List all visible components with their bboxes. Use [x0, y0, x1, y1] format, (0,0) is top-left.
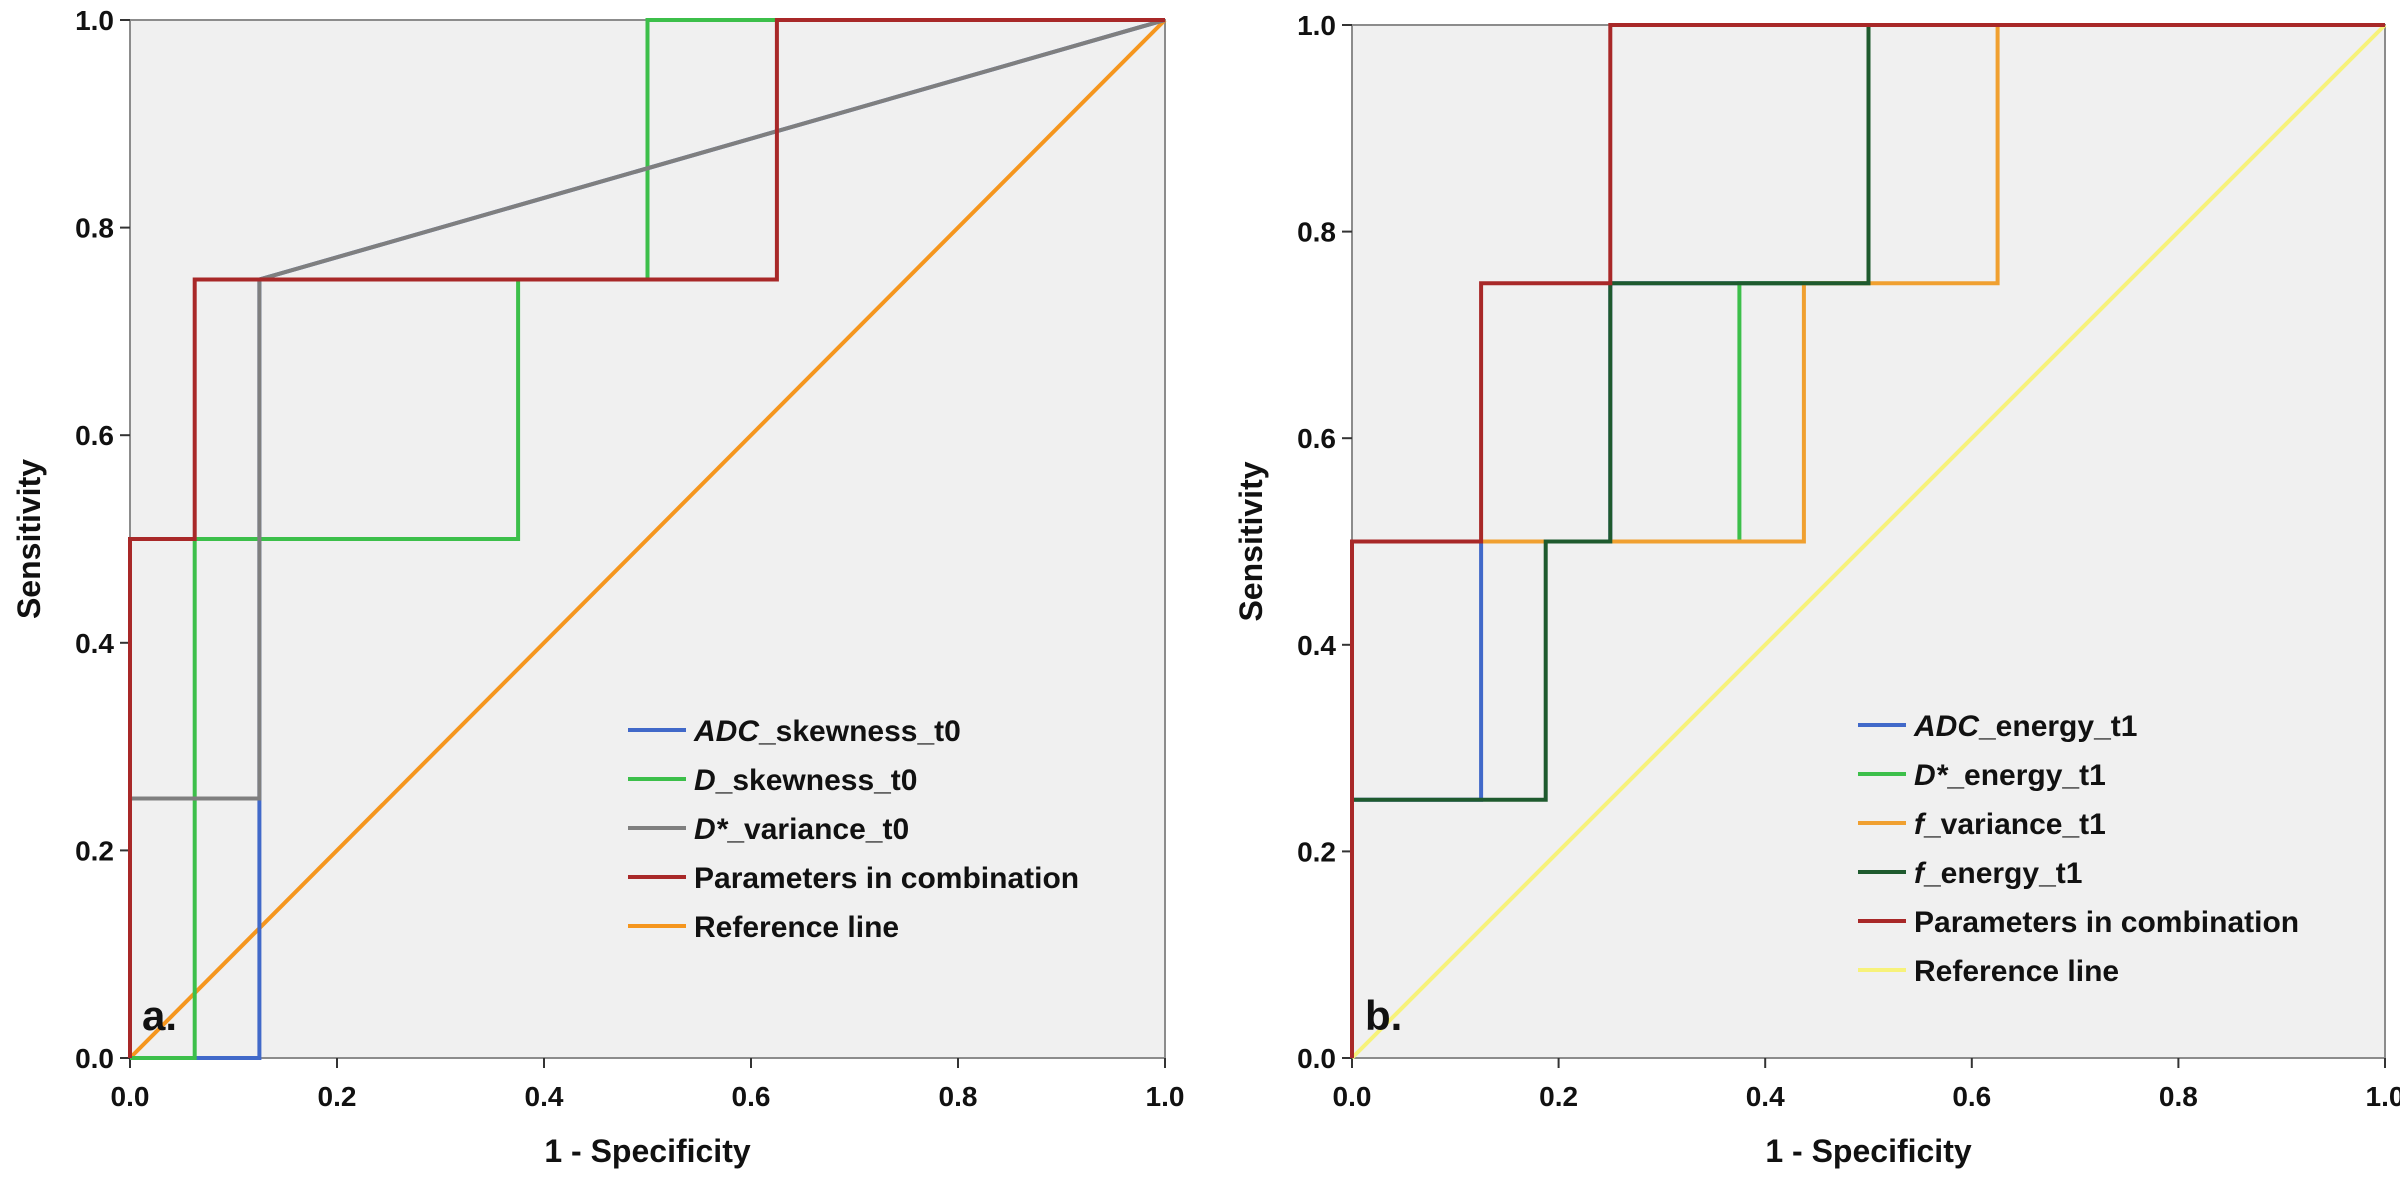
x-tick-label: 0.0	[111, 1081, 150, 1112]
x-tick-label: 0.8	[2159, 1081, 2198, 1112]
x-tick-label: 0.0	[1333, 1081, 1372, 1112]
x-tick-label: 0.4	[525, 1081, 564, 1112]
legend-label-parameters-in-combination: Parameters in combination	[1914, 906, 2299, 939]
legend-label-text: Parameters in combination	[1914, 906, 2299, 939]
legend-label-text: Parameters in combination	[694, 862, 1079, 895]
legend-label-reference-line: Reference line	[694, 911, 899, 944]
legend-label-parameters-in-combination: Parameters in combination	[694, 862, 1079, 895]
y-tick-label: 0.8	[1297, 217, 1336, 248]
legend-label-text: _variance_t0	[726, 813, 909, 846]
y-tick-label: 0.6	[75, 420, 114, 451]
x-tick-label: 0.2	[1539, 1081, 1578, 1112]
legend-label-italic: f	[1914, 808, 1927, 841]
x-tick-label: 0.6	[732, 1081, 771, 1112]
y-tick-label: 0.0	[1297, 1043, 1336, 1074]
legend-label-text: _variance_t1	[1923, 808, 2106, 841]
y-tick-label: 0.2	[1297, 836, 1336, 867]
y-axis-title: Sensitivity	[1233, 461, 1269, 621]
x-axis-title: 1 - Specificity	[1765, 1133, 1972, 1169]
legend-label-d-variance-t0: D*_variance_t0	[694, 813, 909, 846]
legend-label-adc-skewness-t0: ADC_skewness_t0	[693, 715, 961, 748]
y-axis-title: Sensitivity	[11, 459, 47, 619]
legend-label-italic: D*	[694, 813, 729, 846]
legend-label-text: _skewness_t0	[758, 715, 961, 748]
legend-label-f-variance-t1: f_variance_t1	[1914, 808, 2106, 841]
legend-label-text: _skewness_t0	[715, 764, 918, 797]
y-tick-label: 1.0	[75, 5, 114, 36]
legend-label-italic: ADC	[693, 715, 760, 748]
legend-label-f-energy-t1: f_energy_t1	[1914, 857, 2082, 890]
x-tick-label: 1.0	[1146, 1081, 1185, 1112]
x-tick-label: 1.0	[2366, 1081, 2400, 1112]
legend-label-d-energy-t1: D*_energy_t1	[1914, 759, 2106, 792]
legend-label-text: _energy_t1	[1946, 759, 2105, 792]
series-line-f-energy-t1	[1350, 23, 2385, 1058]
series-line-parameters-in-combination	[1350, 23, 2385, 1058]
y-tick-label: 0.0	[75, 1043, 114, 1074]
legend-label-text: Reference line	[1914, 955, 2119, 988]
x-tick-label: 0.2	[318, 1081, 357, 1112]
legend-label-italic: f	[1914, 857, 1927, 890]
legend-label-italic: D	[694, 764, 716, 797]
legend-label-adc-energy-t1: ADC_energy_t1	[1913, 710, 2137, 743]
series-line-parameters-in-combination	[128, 18, 1165, 1058]
y-tick-label: 1.0	[1297, 10, 1336, 41]
legend-label-d-skewness-t0: D_skewness_t0	[694, 764, 917, 797]
y-tick-label: 0.4	[75, 628, 114, 659]
series-line-reference-line	[1350, 23, 2387, 1060]
legend-label-italic: ADC	[1913, 710, 1980, 743]
x-tick-label: 0.4	[1746, 1081, 1785, 1112]
series-line-reference-line	[128, 18, 1167, 1060]
chart-panel-b: 0.0 0.2 0.4 0.6 0.8 1.0 0.0 0.2 0.4 0.6 0.8 1.0 1 - …	[1233, 10, 2400, 1169]
chart-panel-a: 0.0 0.2 0.4 0.6 0.8 1.0 0.0 0.2 0.4 0.6 0.8 1.0 1 - …	[11, 5, 1184, 1169]
legend-label-italic: D*	[1914, 759, 1949, 792]
legend-label-reference-line: Reference line	[1914, 955, 2119, 988]
y-tick-label: 0.2	[75, 835, 114, 866]
x-tick-label: 0.6	[1952, 1081, 1991, 1112]
y-tick-label: 0.8	[75, 213, 114, 244]
x-axis-title: 1 - Specificity	[544, 1133, 751, 1169]
legend-label-text: _energy_t1	[1923, 857, 2082, 890]
x-tick-label: 0.8	[939, 1081, 978, 1112]
y-tick-label: 0.6	[1297, 423, 1336, 454]
series-line-d-skewness-t0	[130, 18, 1165, 1060]
panel-label: b.	[1365, 992, 1402, 1039]
y-tick-label: 0.4	[1297, 630, 1336, 661]
legend-label-text: Reference line	[694, 911, 899, 944]
legend-label-text: _energy_t1	[1978, 710, 2137, 743]
panel-label: a.	[142, 992, 177, 1039]
